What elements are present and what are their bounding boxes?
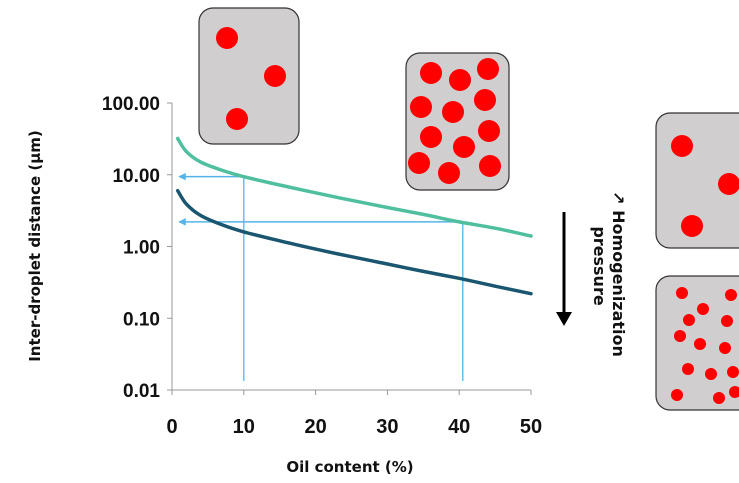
ticks: 0.01 0.10 1.00 10.00 100.00 0 10 20 30 40 50 — [102, 94, 542, 438]
inset-low-pressure-droplets — [671, 135, 739, 237]
pressure-annotation-line-2: pressure — [590, 226, 609, 306]
x-tick-label: 30 — [376, 416, 398, 438]
y-tick-label: 10.00 — [112, 166, 160, 187]
inset-high-pressure-droplets — [671, 287, 739, 404]
inset-low-oil-droplets — [216, 27, 286, 130]
x-tick-label: 40 — [448, 416, 470, 438]
y-tick-label: 0.01 — [123, 381, 160, 402]
series-line-1 — [175, 136, 533, 238]
inset-low-pressure — [655, 112, 739, 249]
x-axis-label: Oil content (%) — [286, 458, 413, 476]
y-tick-label: 0.10 — [123, 309, 160, 330]
pressure-down-arrow-head — [556, 312, 572, 326]
x-tick-label: 10 — [233, 416, 255, 438]
series — [175, 136, 533, 296]
y-tick-label: 1.00 — [123, 238, 160, 259]
series-line-2 — [175, 188, 533, 296]
inset-high-oil — [405, 52, 510, 191]
x-tick-label: 50 — [520, 416, 542, 438]
inset-high-oil-droplets — [408, 58, 501, 184]
y-tick-label: 100.00 — [102, 94, 160, 115]
x-tick-label: 0 — [166, 416, 177, 438]
pressure-annotation: ↗ Homogenization pressure — [556, 191, 628, 357]
y-axis-label: Inter-droplet distance (µm) — [26, 130, 44, 362]
reference-lines — [178, 172, 464, 381]
inset-low-oil — [198, 7, 300, 145]
inset-high-pressure — [655, 275, 739, 411]
x-tick-label: 20 — [304, 416, 326, 438]
pressure-annotation-line-1: ↗ Homogenization — [609, 191, 628, 357]
